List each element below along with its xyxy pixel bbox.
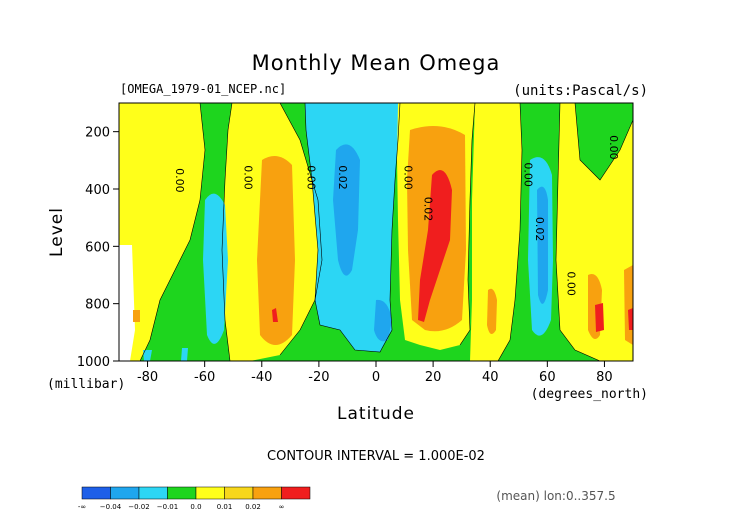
colorbar-label: −0.04	[100, 503, 122, 511]
y-axis-units: (millibar)	[47, 377, 125, 392]
y-tick-label: 200	[85, 126, 110, 141]
colorbar-label: −0.02	[128, 503, 149, 511]
colorbar-label: 0.0	[190, 503, 201, 511]
colorbar-swatch	[195, 486, 225, 500]
x-axis-label: Latitude	[337, 404, 415, 424]
x-tick-label: 40	[482, 370, 499, 385]
x-tick-label: 20	[425, 370, 442, 385]
colorbar-label: −0.01	[157, 503, 178, 511]
y-tick-label: 1000	[77, 355, 110, 370]
contour-label: 0.00	[564, 271, 577, 296]
colorbar-swatch	[281, 486, 311, 500]
x-tick-label: -80	[137, 370, 158, 385]
y-axis-label: Level	[47, 207, 67, 257]
contour-fill	[119, 103, 633, 361]
band-neg002-neg001-midlat-south	[203, 193, 228, 344]
band-neg004-neg002-tropics-south-low	[374, 299, 392, 342]
x-tick-label: 80	[596, 370, 613, 385]
colorbar-label: 0.01	[217, 503, 233, 511]
band-neg004-neg002-tropics-south	[333, 144, 360, 276]
colorbar-label: ∞	[279, 503, 285, 511]
contour-label: 0.02	[533, 217, 546, 242]
file-label: [OMEGA_1979-01_NCEP.nc]	[120, 82, 286, 96]
band-002-pos-polar-north-a	[595, 303, 604, 332]
x-tick-label: -40	[251, 370, 272, 385]
band-002-pos-polar-north-b	[628, 308, 633, 330]
contour-label: 0.02	[336, 165, 349, 190]
band-surface-cyan-west-b	[181, 348, 188, 361]
contour-label: 0.02	[422, 197, 435, 222]
contour-lines	[139, 103, 633, 361]
x-axis-units: (degrees_north)	[531, 387, 648, 402]
band-002-pos-midlat-south	[272, 308, 278, 322]
colorbar-swatch	[138, 486, 168, 500]
x-tick-label: 60	[539, 370, 556, 385]
y-tick-label: 400	[85, 183, 110, 198]
y-tick-label: 600	[85, 240, 110, 255]
units-label: (units:Pascal/s)	[513, 83, 648, 99]
band-002-pos-tropics-north	[418, 170, 452, 322]
band-001-002-midlat-north-sliver	[487, 288, 497, 334]
contour-labels: 0.00 0.00 0.00 0.02 0.00 0.02 0.00 0.02 0.00 0.00	[173, 135, 620, 296]
contour-label: 0.00	[402, 165, 415, 190]
colorbar: -∞ −0.04 −0.02 −0.01 0.0 0.01 0.02 ∞	[78, 486, 311, 511]
contour-label: 0.00	[607, 135, 620, 160]
y-tick-label: 800	[85, 298, 110, 313]
colorbar-label: -∞	[78, 503, 86, 511]
colorbar-swatch	[252, 486, 282, 500]
contour-label: 0.00	[304, 165, 317, 190]
contour-label: 0.00	[242, 165, 255, 190]
x-tick-label: -60	[194, 370, 215, 385]
colorbar-swatch	[110, 486, 140, 500]
colorbar-swatch	[224, 486, 254, 500]
band-001-002-polar-north-b	[624, 265, 633, 345]
colorbar-swatch	[81, 486, 111, 500]
band-zero-001-midlat-north	[470, 103, 522, 361]
band-neg004-neg002-midlat-north	[537, 186, 548, 304]
contour-label: 0.00	[521, 162, 534, 187]
colorbar-label: 0.02	[245, 503, 261, 511]
band-zero-001-west	[119, 103, 205, 361]
x-axis: -80 -60 -40 -20 0 20 40 60 80	[137, 361, 613, 385]
contour-interval-label: CONTOUR INTERVAL = 1.000E-02	[267, 449, 485, 464]
band-001-002-west-sliver	[133, 310, 140, 322]
band-surface-cyan-west	[143, 350, 152, 361]
band-001-002-midlat-south	[257, 156, 295, 345]
y-axis: 200 400 600 800 1000	[77, 126, 119, 370]
contour-label: 0.00	[173, 168, 186, 193]
band-zero-001-polar-north	[556, 103, 633, 361]
x-tick-label: -20	[308, 370, 329, 385]
x-tick-label: 0	[372, 370, 380, 385]
mean-note: (mean) lon:0..357.5	[496, 489, 615, 503]
no-data-region	[119, 245, 135, 361]
chart-title: Monthly Mean Omega	[252, 51, 501, 75]
colorbar-swatch	[167, 486, 197, 500]
